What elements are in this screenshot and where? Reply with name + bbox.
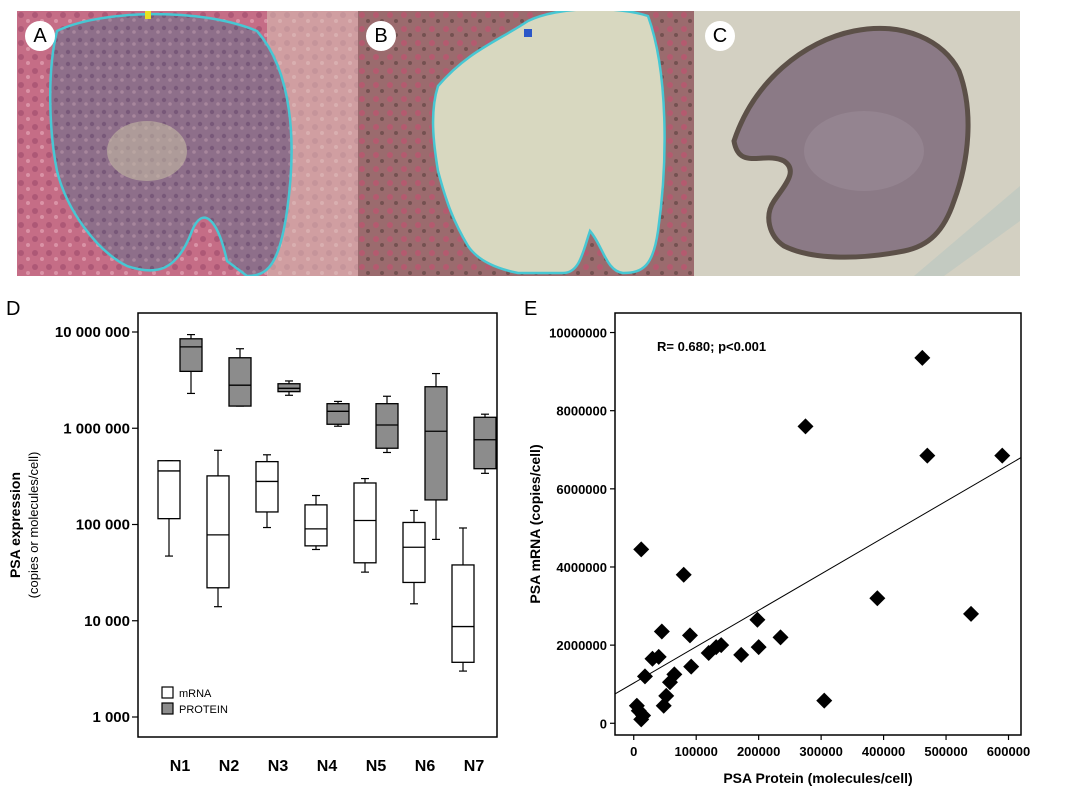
plot-frame (614, 312, 1022, 736)
y-axis-title: PSA expression (7, 472, 23, 578)
correlation-annotation: R= 0.680; p<0.001 (657, 339, 766, 354)
data-point (749, 611, 766, 628)
trend-line (614, 457, 1022, 695)
x-tick-label: 300000 (799, 744, 842, 759)
y-tick-label: 0 (600, 716, 607, 731)
panel-label-d: D (6, 298, 21, 320)
x-tick-label: 400000 (862, 744, 905, 759)
data-point (675, 566, 692, 583)
box-mrna (157, 460, 181, 520)
data-point (666, 666, 683, 683)
x-tick-label: 600000 (987, 744, 1030, 759)
y-tick-label: 4000000 (556, 560, 607, 575)
panel-label-a: A (25, 21, 55, 51)
box-protein (473, 416, 497, 470)
panel-label-b: B (366, 21, 396, 51)
x-category-label: N6 (415, 758, 436, 775)
y-tick-label: 8000000 (556, 404, 607, 419)
box-mrna (304, 504, 328, 547)
data-point (683, 658, 700, 675)
data-point (713, 637, 730, 654)
legend-label: mRNA (179, 688, 212, 700)
x-tick-label: 100000 (675, 744, 718, 759)
x-tick-label: 0 (630, 744, 637, 759)
micrograph-a (17, 11, 358, 276)
data-point (661, 674, 678, 691)
x-category-label: N1 (170, 758, 191, 775)
data-point (644, 650, 661, 667)
panel-label-c: C (705, 21, 735, 51)
box-protein (375, 403, 399, 449)
data-point (772, 629, 789, 646)
micrograph-b (358, 11, 694, 276)
y-axis-title: PSA mRNA (copies/cell) (527, 444, 543, 603)
data-point (681, 627, 698, 644)
y-axis-subtitle: (copies or molecules/cell) (26, 452, 41, 599)
x-category-label: N5 (366, 758, 387, 775)
y-tick-label: 1 000 000 (63, 420, 130, 437)
data-point (994, 447, 1011, 464)
legend-swatch (161, 702, 174, 715)
y-tick-label: 10 000 (84, 613, 130, 630)
box-mrna (206, 475, 230, 589)
x-category-label: N3 (268, 758, 289, 775)
y-tick-label: 2000000 (556, 638, 607, 653)
data-point (750, 639, 767, 656)
box-plot-chart: 1 000 10 000 100 000 1 000 000 10 000 000 PSA… (7, 312, 498, 775)
y-tick-label: 100 000 (76, 517, 130, 534)
data-point (816, 692, 833, 709)
x-category-label: N2 (219, 758, 240, 775)
box-mrna (353, 482, 377, 564)
legend-swatch (161, 686, 174, 699)
y-tick-label: 10000000 (549, 326, 607, 341)
panel-label-e: E (524, 298, 538, 320)
box-protein (424, 386, 448, 501)
data-point (636, 668, 653, 685)
box-mrna (402, 521, 426, 584)
legend-label: PROTEIN (179, 704, 228, 716)
y-tick-label: 1 000 (92, 709, 130, 726)
data-point (733, 646, 750, 663)
data-point (650, 648, 667, 665)
micrograph-c (694, 11, 1020, 276)
box-protein (326, 403, 350, 425)
x-tick-label: 500000 (924, 744, 967, 759)
data-point (700, 644, 717, 661)
data-point (797, 418, 814, 435)
data-point (633, 541, 650, 558)
x-category-label: N4 (317, 758, 338, 775)
data-point (635, 707, 652, 724)
box-protein (228, 357, 252, 407)
data-point (914, 349, 931, 366)
data-point (869, 590, 886, 607)
box-protein (179, 338, 203, 373)
y-tick-label: 10 000 000 (55, 324, 130, 341)
data-point (658, 687, 675, 704)
scatter-plot-chart: 0 100000 200000 300000 400000 500000 600000020… (527, 312, 1030, 786)
x-axis-title: PSA Protein (molecules/cell) (723, 770, 912, 786)
box-mrna (451, 564, 475, 663)
data-point (653, 623, 670, 640)
box-mrna (255, 460, 279, 513)
x-tick-label: 200000 (737, 744, 780, 759)
x-category-label: N7 (464, 758, 485, 775)
y-tick-label: 6000000 (556, 482, 607, 497)
data-point (963, 605, 980, 622)
data-point (919, 447, 936, 464)
